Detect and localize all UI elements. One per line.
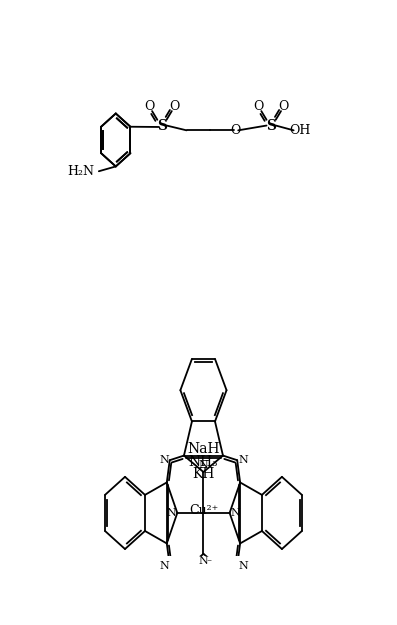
Text: O: O [169,100,179,112]
Text: ⁻: ⁻ [206,558,212,568]
Text: N: N [159,455,169,465]
Text: O: O [254,100,264,112]
Text: S: S [266,119,276,132]
Text: N: N [159,561,169,571]
Text: N: N [238,455,248,465]
Text: Cu²⁺: Cu²⁺ [189,504,218,517]
Text: N: N [231,508,240,518]
Text: O: O [278,100,289,112]
Text: N: N [238,561,248,571]
Text: NaH: NaH [187,442,220,456]
Text: N: N [198,556,208,566]
Text: O: O [231,124,241,137]
Text: OH: OH [289,124,310,137]
Text: N: N [198,459,208,469]
Text: ⁻: ⁻ [206,456,212,466]
Text: NH₃: NH₃ [189,455,218,469]
Text: H₂N: H₂N [67,165,94,177]
Text: O: O [145,100,155,112]
Text: N: N [167,508,176,518]
Text: KH: KH [192,468,215,481]
Text: S: S [157,119,167,132]
